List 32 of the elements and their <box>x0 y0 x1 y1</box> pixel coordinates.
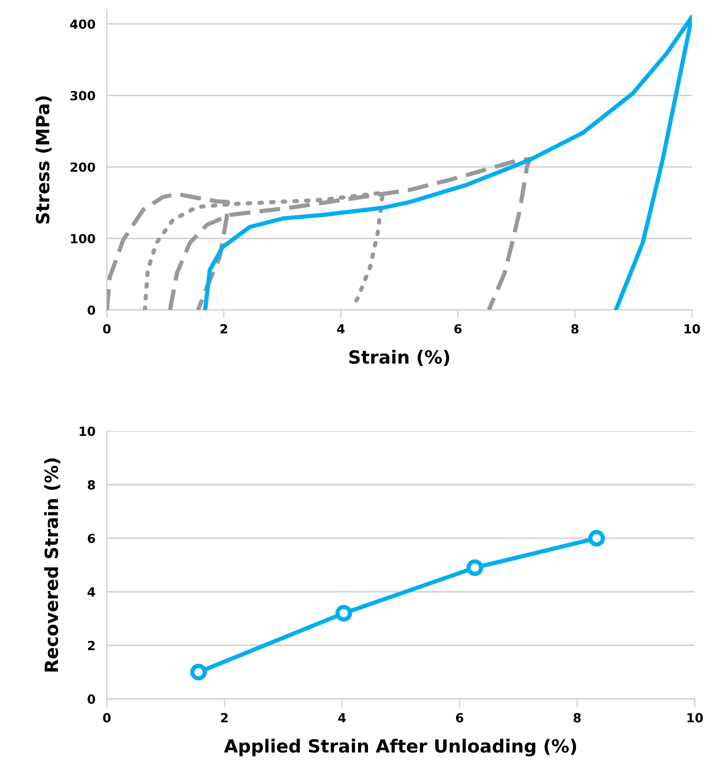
x-tick-label: 2 <box>220 324 228 334</box>
y-tick-label: 200 <box>70 162 96 172</box>
x-tick-label: 10 <box>687 713 703 722</box>
y-tick-label: 0 <box>88 305 96 315</box>
y-tick-label: 6 <box>88 534 96 544</box>
x-tick-label: 8 <box>574 713 581 722</box>
line-series <box>203 14 692 310</box>
y-tick-label: 0 <box>88 694 96 704</box>
point <box>466 559 484 576</box>
x-tick-label: 0 <box>103 713 111 722</box>
x-axis-title: Strain (%) <box>349 350 450 366</box>
x-tick-label: 4 <box>337 324 345 334</box>
y-axis-title: Stress (MPa) <box>36 96 52 224</box>
y-axis-title: Recovered Strain (%) <box>44 458 60 672</box>
x-tick-label: 8 <box>571 324 578 334</box>
y-tick-label: 4 <box>88 587 96 597</box>
y-tick-label: 400 <box>70 19 96 29</box>
y-tick-label: 100 <box>71 234 96 244</box>
point <box>335 604 352 622</box>
x-tick-label: 4 <box>338 713 346 722</box>
x-tick-label: 2 <box>221 713 228 722</box>
point <box>190 664 207 680</box>
y-tick-label: 10 <box>80 426 96 436</box>
y-tick-label: 8 <box>88 480 95 490</box>
x-tick-label: 10 <box>684 324 700 334</box>
x-tick-label: 6 <box>454 324 462 334</box>
x-tick-label: 6 <box>456 713 464 722</box>
x-tick-label: 0 <box>103 324 111 334</box>
y-tick-label: 300 <box>70 90 96 100</box>
y-tick-label: 2 <box>88 640 95 650</box>
x-axis-title: Applied Strain After Unloading (%) <box>224 738 576 756</box>
point <box>588 530 605 547</box>
